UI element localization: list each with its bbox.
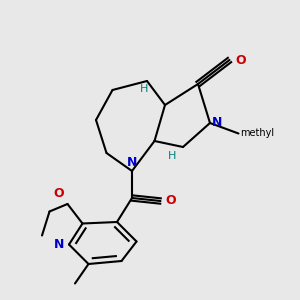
Text: H: H — [140, 84, 148, 94]
Text: H: H — [168, 151, 176, 161]
Text: N: N — [54, 238, 64, 251]
Text: O: O — [54, 188, 64, 200]
Text: N: N — [127, 157, 137, 169]
Text: N: N — [212, 116, 222, 130]
Text: O: O — [235, 53, 245, 67]
Text: O: O — [165, 194, 175, 208]
Text: methyl: methyl — [240, 128, 274, 139]
